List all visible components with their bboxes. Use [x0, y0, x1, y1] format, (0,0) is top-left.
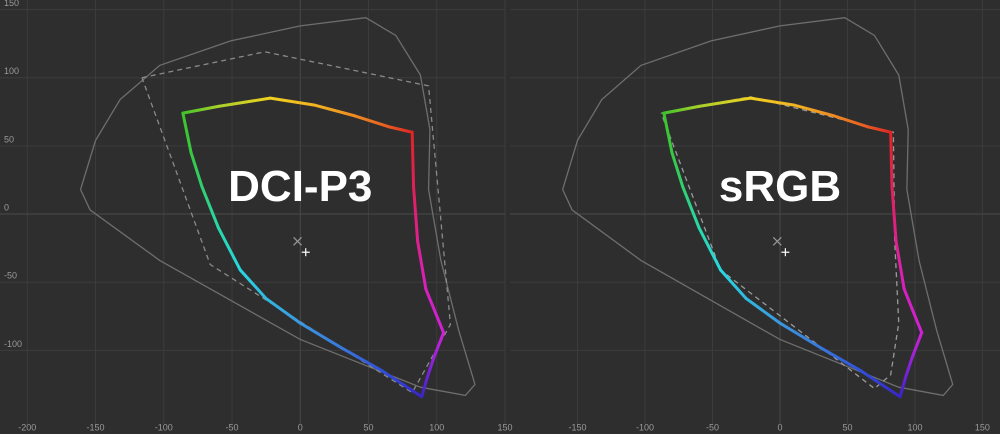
x-tick-label: 0	[777, 422, 782, 432]
gamut-edge	[298, 321, 343, 350]
gamut-label: DCI-P3	[228, 162, 372, 211]
gamut-edge	[904, 355, 914, 380]
locus-line	[79, 17, 476, 397]
gamut-label: sRGB	[719, 162, 841, 211]
gamut-edge	[416, 239, 428, 291]
gamut-edge	[697, 96, 752, 108]
gamut-edge	[662, 111, 674, 155]
gamut-edge	[778, 321, 822, 350]
gamut-edge	[412, 185, 420, 243]
gamut-edge	[424, 287, 446, 335]
x-tick-label: -100	[636, 422, 654, 432]
x-tick-label: 100	[429, 422, 444, 432]
x-tick-label: -50	[706, 422, 719, 432]
gamut-edge	[748, 96, 795, 107]
gamut-edge	[894, 239, 906, 291]
x-tick-label: -200	[18, 422, 36, 432]
x-tick-label: 100	[907, 422, 922, 432]
reference-line	[141, 51, 452, 394]
y-tick-label: 150	[4, 0, 19, 8]
gamut-edge	[387, 125, 414, 134]
x-tick-label: 150	[497, 422, 512, 432]
gamut-edge	[832, 114, 870, 129]
gamut-edge	[425, 355, 436, 380]
white-point	[301, 248, 310, 257]
gamut-edge	[910, 331, 924, 359]
y-tick-label: 100	[4, 66, 19, 76]
x-tick-label: -150	[568, 422, 586, 432]
x-tick-label: 50	[364, 422, 374, 432]
gamut-edge	[859, 369, 902, 399]
gamut-edge	[181, 111, 193, 155]
white-point	[781, 248, 790, 257]
x-tick-label: -150	[87, 422, 105, 432]
gamut-edge	[420, 376, 429, 399]
gamut-edge	[264, 297, 302, 325]
x-tick-label: 0	[298, 422, 303, 432]
gamut-edge	[216, 226, 242, 272]
y-tick-label: 0	[4, 202, 9, 212]
gamut-edge	[744, 297, 782, 325]
gamut-edge	[432, 331, 446, 359]
white-point	[293, 236, 302, 246]
y-tick-label: 50	[4, 134, 14, 144]
gamut-edge	[662, 104, 701, 115]
white-point-stroke	[293, 236, 302, 246]
gamut-edge	[818, 346, 863, 373]
gamut-edge	[889, 130, 894, 189]
x-tick-label: -50	[226, 422, 239, 432]
gamut-edge	[410, 130, 416, 189]
gamut-edge	[189, 151, 204, 189]
x-tick-label: -100	[155, 422, 173, 432]
white-point-stroke	[772, 236, 782, 246]
x-tick-label: 150	[975, 422, 990, 432]
gamut-edge	[268, 96, 316, 107]
gamut-edge	[890, 185, 898, 243]
gamut-edge	[898, 376, 908, 399]
gamut-edge	[866, 125, 893, 134]
y-tick-label: -50	[4, 271, 17, 281]
reference-line	[660, 96, 900, 390]
gamut-edge	[238, 268, 268, 301]
gamut-edge	[670, 151, 685, 189]
gamut-edge	[216, 96, 272, 108]
locus-line	[562, 17, 954, 397]
x-tick-label: 50	[842, 422, 852, 432]
gamut-edge	[339, 346, 384, 373]
gamut-edge	[380, 369, 424, 399]
white-point	[772, 236, 782, 246]
y-tick-label: -100	[4, 339, 22, 349]
gamut-edge	[791, 103, 836, 118]
gamut-edge	[312, 103, 357, 118]
gamut-edge	[902, 287, 924, 335]
gamut-edge	[181, 104, 220, 115]
gamut-edge	[697, 226, 723, 272]
gamut-edge	[200, 185, 220, 230]
gamut-edge	[681, 185, 701, 230]
gamut-edge	[719, 268, 748, 301]
gamut-edge	[353, 114, 391, 129]
